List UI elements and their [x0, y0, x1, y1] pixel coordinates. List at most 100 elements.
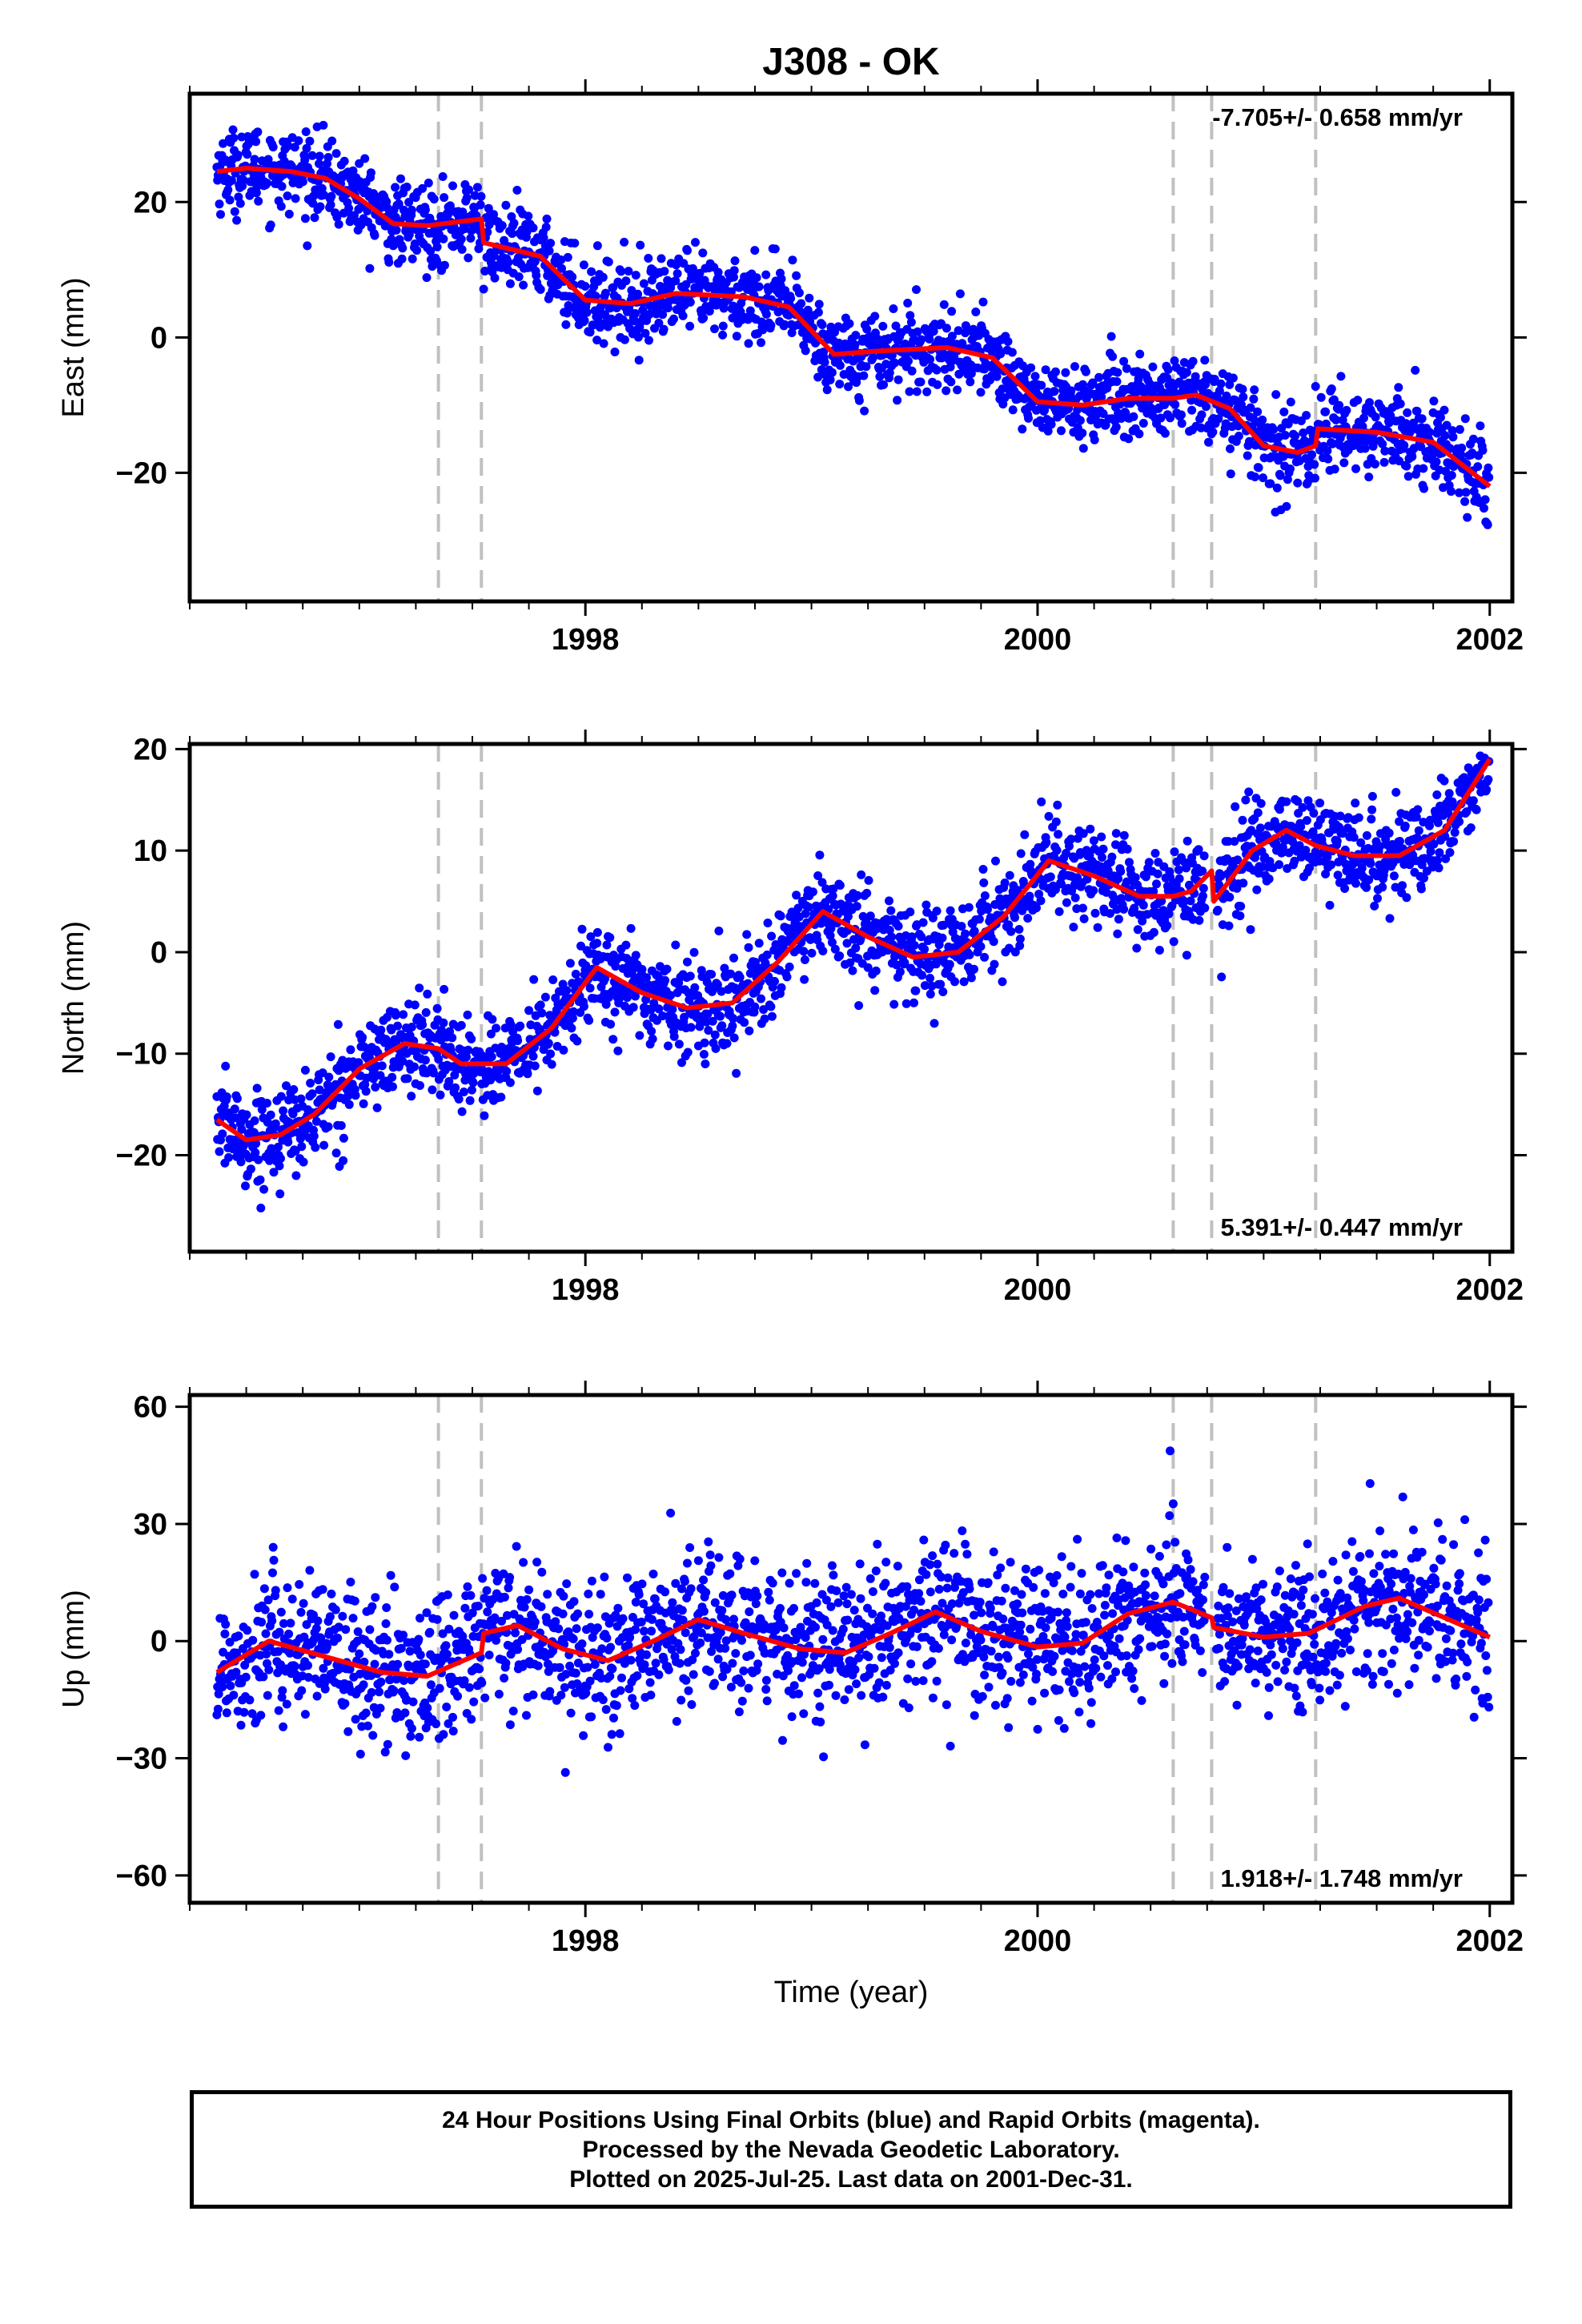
data-point [903, 299, 913, 308]
data-point [423, 1703, 432, 1713]
data-point [483, 1607, 492, 1617]
data-point [547, 1059, 556, 1069]
data-point [582, 308, 592, 317]
data-point [537, 1008, 547, 1018]
data-point [484, 203, 493, 213]
data-point [1391, 787, 1401, 797]
data-point [936, 979, 946, 989]
data-point [300, 1710, 310, 1719]
data-point [372, 1103, 382, 1112]
data-point [1447, 487, 1456, 497]
data-point [533, 1661, 543, 1671]
data-point [628, 1003, 638, 1012]
data-point [1256, 798, 1266, 808]
data-point [654, 318, 664, 328]
data-point [457, 245, 467, 254]
data-point [624, 267, 633, 276]
data-point [1239, 392, 1248, 402]
data-point [283, 191, 292, 201]
data-point [420, 205, 430, 215]
data-point [1217, 972, 1227, 982]
data-point [879, 380, 889, 389]
data-point [415, 1732, 424, 1742]
data-point [676, 1645, 685, 1655]
data-point [1163, 364, 1173, 374]
data-point [339, 1133, 348, 1143]
data-point [302, 143, 311, 153]
north-y-axis-title: North (mm) [57, 921, 90, 1075]
data-point [1395, 399, 1405, 408]
data-point [1093, 923, 1102, 932]
data-point [1478, 445, 1488, 455]
data-point [909, 940, 919, 950]
data-point [327, 136, 337, 146]
data-point [1226, 469, 1235, 479]
data-point [1360, 444, 1370, 453]
data-point [1106, 332, 1116, 341]
data-point [1457, 443, 1467, 452]
data-point [479, 284, 488, 294]
data-point [559, 1591, 568, 1601]
data-point [584, 1589, 593, 1598]
data-point [284, 209, 294, 219]
data-point [1174, 865, 1183, 875]
data-point [334, 219, 343, 229]
data-point [1400, 821, 1410, 830]
data-point [1243, 451, 1252, 460]
data-point [1433, 818, 1443, 827]
data-point [613, 1603, 623, 1613]
data-point [980, 952, 990, 962]
data-point [1291, 431, 1300, 440]
data-point [393, 1021, 403, 1031]
data-point [592, 927, 602, 937]
data-point [1280, 431, 1290, 440]
data-point [1455, 424, 1464, 434]
data-point [435, 1683, 444, 1693]
data-point [218, 1683, 227, 1691]
data-point [760, 1014, 769, 1023]
data-point [683, 1047, 693, 1057]
data-point [457, 1107, 467, 1116]
data-point [1311, 473, 1319, 483]
data-point [701, 1059, 710, 1068]
data-point [1078, 444, 1088, 453]
data-point [1367, 805, 1377, 814]
data-point [989, 937, 998, 947]
data-point [562, 986, 572, 995]
data-point [464, 185, 474, 195]
data-point [407, 1723, 416, 1733]
data-point [462, 193, 472, 203]
data-point [1330, 464, 1339, 474]
data-point [1286, 464, 1295, 473]
data-point [391, 225, 401, 235]
data-point [606, 1019, 616, 1029]
data-point [1116, 866, 1126, 876]
data-point [1138, 900, 1148, 910]
data-point [1373, 894, 1382, 903]
data-point [299, 1157, 308, 1167]
data-point [870, 986, 880, 995]
data-point [1201, 402, 1211, 412]
data-point [546, 1049, 556, 1059]
data-point [1251, 472, 1259, 481]
data-point [873, 335, 883, 344]
data-point [978, 865, 988, 874]
data-point [416, 1651, 425, 1660]
data-point [800, 975, 809, 984]
y-tick-label: −20 [116, 1140, 167, 1173]
data-point [331, 1148, 341, 1158]
data-point [745, 306, 755, 316]
data-point [1182, 951, 1191, 960]
data-point [1365, 398, 1374, 408]
data-point [376, 1677, 386, 1687]
data-point [509, 219, 519, 228]
data-point [283, 1583, 292, 1593]
data-point [420, 1659, 430, 1669]
data-point [226, 1681, 235, 1691]
data-point [661, 975, 670, 985]
data-point [315, 202, 325, 211]
data-point [556, 255, 566, 264]
data-point [1282, 501, 1291, 511]
data-point [606, 1642, 616, 1652]
data-point [1433, 855, 1442, 865]
